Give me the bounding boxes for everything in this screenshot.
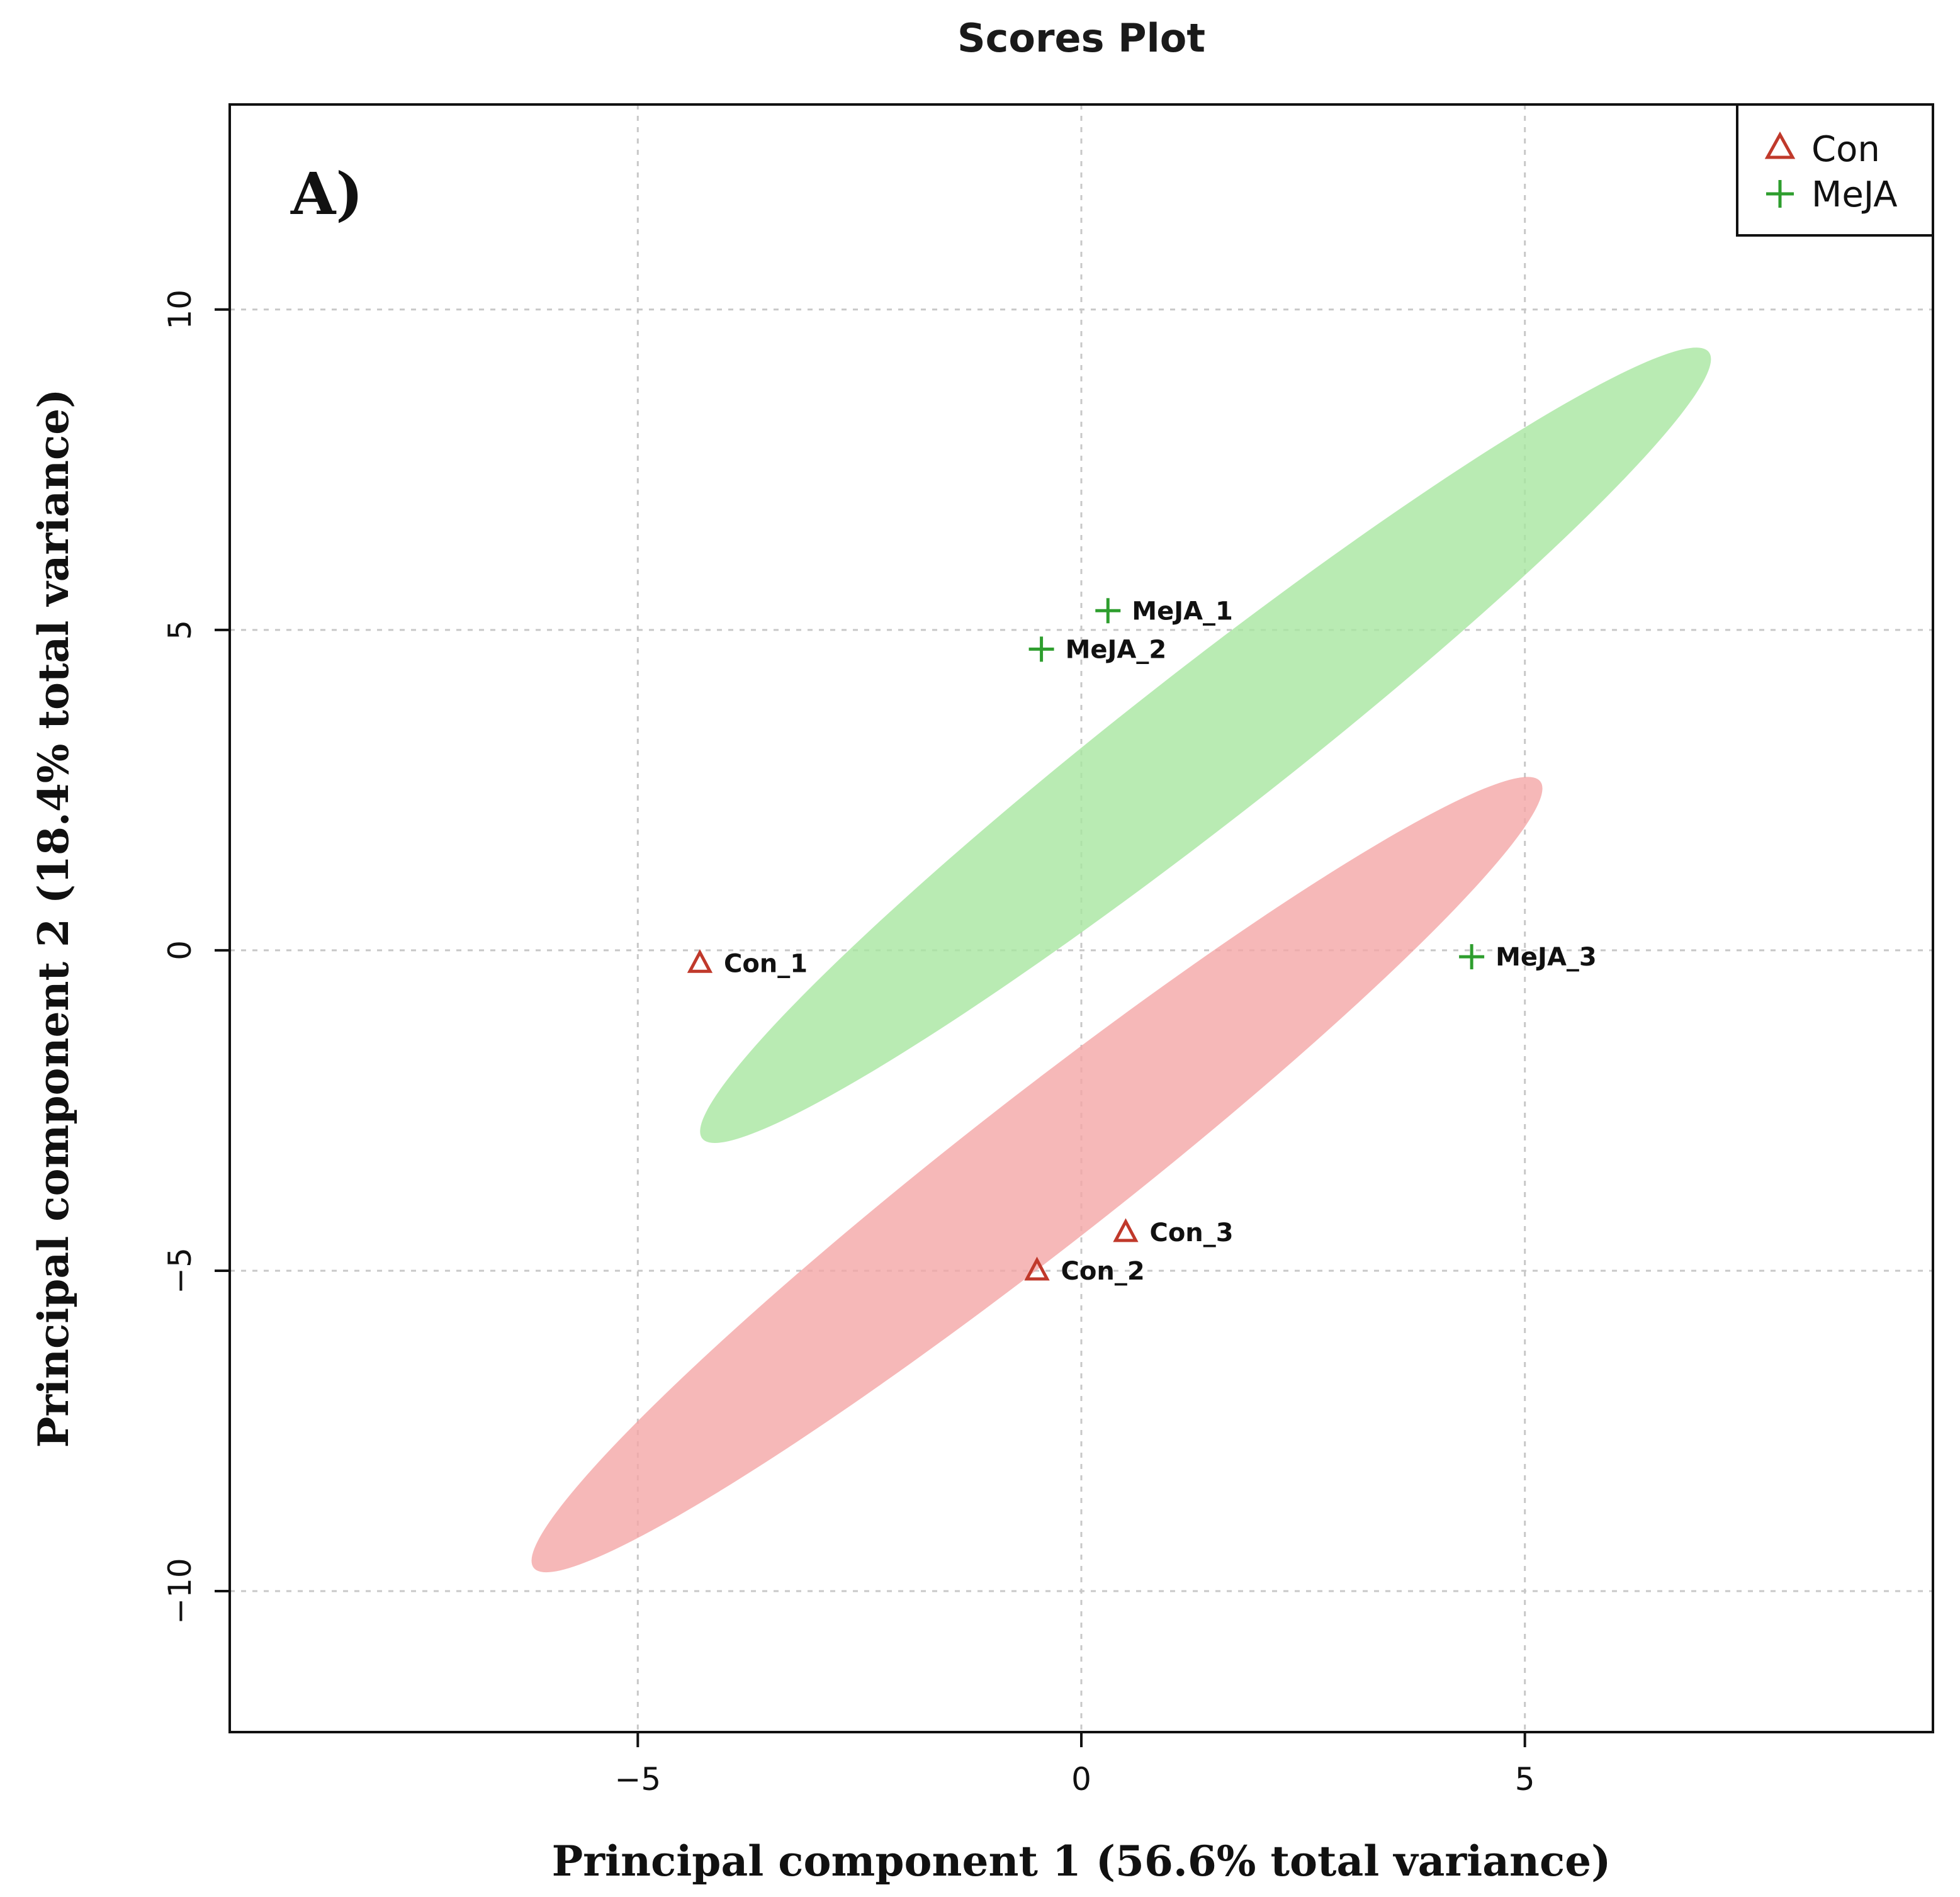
- x-tick-label: 5: [1515, 1761, 1535, 1798]
- y-tick-label: 5: [162, 620, 198, 640]
- x-axis-title: Principal component 1 (56.6% total varia…: [552, 1837, 1611, 1886]
- chart-title: Scores Plot: [957, 15, 1205, 61]
- legend-box: [1736, 103, 1934, 237]
- grid-layer: [230, 104, 1933, 1732]
- point-label-con-3: Con_3: [1149, 1219, 1233, 1247]
- con-point-con-3: [1113, 1218, 1139, 1242]
- x-tick-label: −5: [614, 1761, 661, 1798]
- point-label-meja-1: MeJA_1: [1132, 597, 1233, 626]
- axis-ticks: −5 0 5 −10 −5 0 5 10: [162, 290, 1535, 1798]
- y-tick-label: 10: [162, 290, 198, 330]
- point-label-con-1: Con_1: [724, 949, 808, 978]
- con-point-con-2: [1024, 1256, 1050, 1281]
- confidence-ellipses: [531, 347, 1711, 1573]
- legend: Con MeJA: [1736, 103, 1934, 237]
- legend-con-triangle-icon: [1764, 131, 1796, 159]
- legend-con-label: Con: [1811, 129, 1880, 170]
- meja-point-meja-3: [1459, 944, 1485, 970]
- con-point-con-1: [687, 948, 713, 973]
- meja-ellipse: [700, 347, 1711, 1143]
- point-label-meja-3: MeJA_3: [1495, 943, 1597, 972]
- y-tick-label: 0: [162, 940, 198, 960]
- point-label-con-2: Con_2: [1061, 1257, 1145, 1286]
- legend-meja-plus-icon: [1766, 180, 1794, 208]
- y-axis-title: Principal component 2 (18.4% total varia…: [29, 389, 78, 1448]
- meja-point-meja-2: [1028, 636, 1054, 662]
- y-tick-label: −10: [162, 1558, 198, 1624]
- x-tick-label: 0: [1071, 1761, 1091, 1798]
- con-ellipse: [531, 777, 1543, 1573]
- legend-meja-label: MeJA: [1811, 174, 1898, 215]
- y-tick-label: −5: [162, 1247, 198, 1294]
- point-label-meja-2: MeJA_2: [1066, 635, 1167, 664]
- meja-point-meja-1: [1095, 598, 1121, 624]
- panel-label: A): [290, 160, 363, 228]
